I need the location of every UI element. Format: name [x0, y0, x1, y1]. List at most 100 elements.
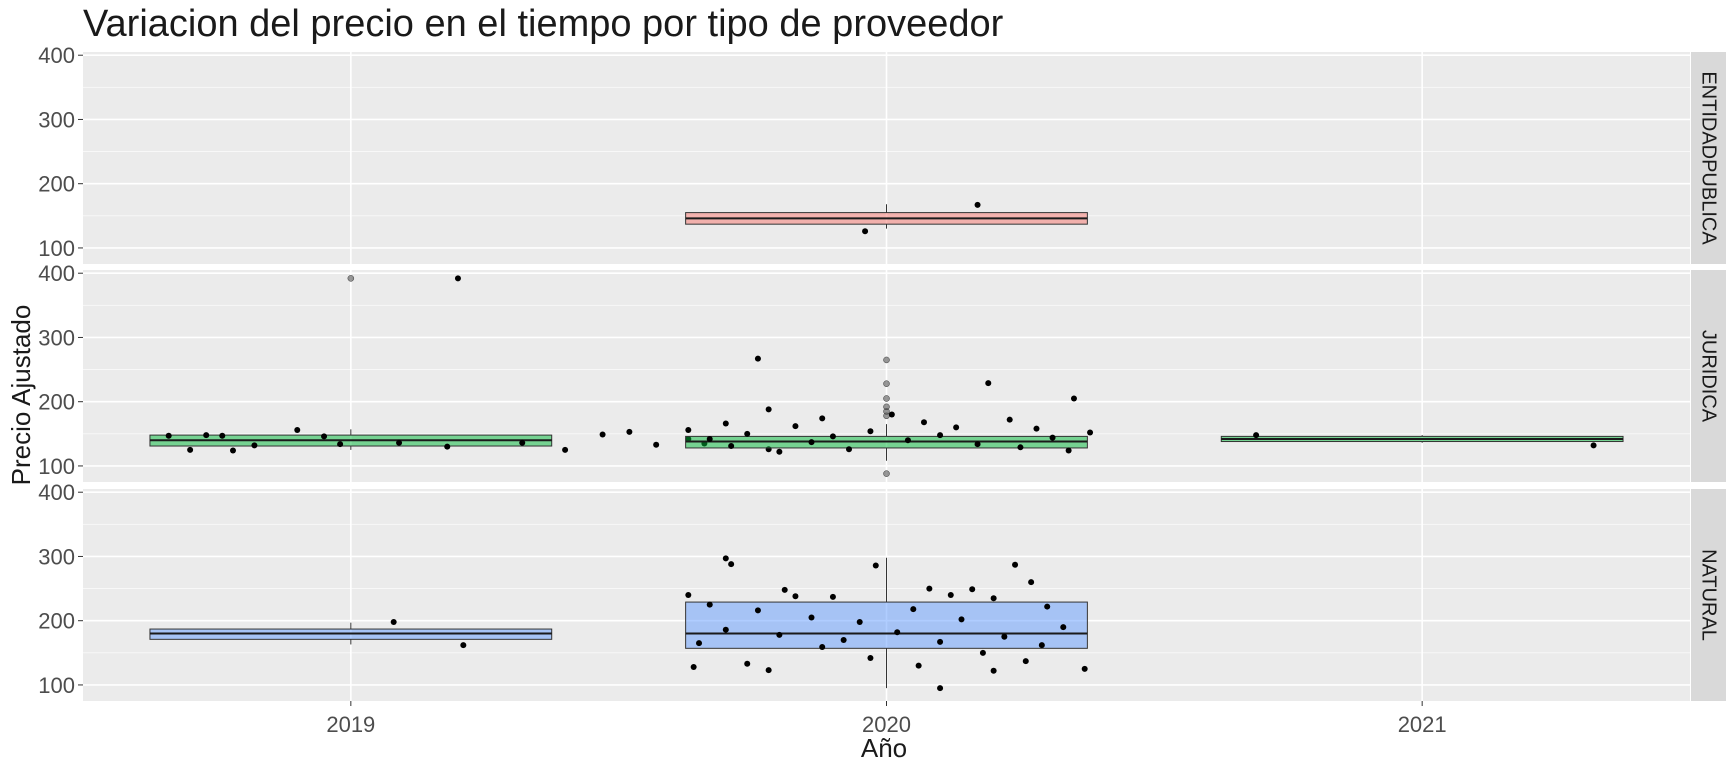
jitter-point	[722, 626, 729, 633]
jitter-point	[626, 428, 633, 435]
outlier-point	[883, 403, 890, 411]
jitter-point	[862, 228, 869, 235]
jitter-point	[819, 644, 826, 651]
jitter-point	[1087, 429, 1094, 436]
y-tick-label: 100	[38, 236, 75, 261]
jitter-point	[294, 426, 301, 433]
jitter-point	[337, 441, 344, 448]
jitter-point	[1017, 444, 1024, 451]
jitter-point	[926, 585, 933, 592]
jitter-point	[776, 448, 783, 455]
jitter-point	[599, 431, 606, 438]
y-tick-label: 400	[38, 43, 75, 68]
jitter-point	[765, 406, 772, 413]
facet-panels: 100 200 300 400 ENTIDADPUBLICA 100 200 300 400 JU…	[38, 43, 1726, 701]
jitter-point	[792, 593, 799, 600]
facet-panel-entidadpublica: 100 200 300 400 ENTIDADPUBLICA	[38, 43, 1726, 264]
jitter-point	[187, 446, 194, 453]
facet-strip-label: JURIDICA	[1698, 330, 1720, 423]
jitter-point	[444, 443, 451, 450]
jitter-point	[1060, 624, 1067, 631]
jitter-point	[696, 640, 703, 647]
jitter-point	[1012, 561, 1019, 568]
y-tick-label: 100	[38, 454, 75, 479]
jitter-point	[396, 439, 403, 446]
jitter-point	[1253, 432, 1260, 439]
jitter-point	[1022, 658, 1029, 665]
jitter-point	[819, 415, 826, 422]
box-natural-2019	[149, 618, 553, 649]
jitter-point	[985, 380, 992, 387]
jitter-point	[728, 443, 735, 450]
jitter-point	[519, 439, 526, 446]
y-tick-label: 200	[38, 390, 75, 415]
jitter-point	[969, 586, 976, 593]
box-natural-2020	[685, 555, 1088, 692]
jitter-point	[454, 275, 461, 282]
jitter-point	[706, 601, 713, 608]
jitter-point	[829, 593, 836, 600]
jitter-point	[1065, 447, 1072, 454]
y-tick-label: 100	[38, 673, 75, 698]
jitter-point	[915, 662, 922, 669]
jitter-point	[1038, 642, 1045, 649]
y-tick-label: 200	[38, 609, 75, 634]
jitter-point	[1001, 633, 1008, 640]
jitter-point	[165, 432, 172, 439]
jitter-point	[953, 424, 960, 431]
jitter-point	[744, 660, 751, 667]
facet-strip-label: NATURAL	[1698, 549, 1720, 641]
jitter-point	[974, 441, 981, 448]
jitter-point	[1590, 442, 1597, 449]
outlier-point	[883, 470, 890, 477]
y-tick-label: 300	[38, 325, 75, 350]
y-tick-label: 300	[38, 544, 75, 569]
facet-panel-juridica: 100 200 300 400 JURIDICA	[38, 261, 1726, 482]
jitter-point	[920, 419, 927, 426]
facet-strip	[1691, 489, 1726, 701]
jitter-point	[958, 616, 965, 623]
y-tick-label: 400	[38, 480, 75, 505]
jitter-point	[1006, 416, 1013, 423]
x-axis: 2019 2020 2021	[326, 701, 1447, 737]
jitter-point	[1033, 425, 1040, 432]
jitter-point	[754, 355, 761, 362]
y-tick-label: 200	[38, 172, 75, 197]
jitter-point	[990, 667, 997, 674]
jitter-point	[1044, 603, 1051, 610]
jitter-point	[251, 442, 258, 449]
jitter-point	[867, 654, 874, 661]
jitter-point	[979, 649, 986, 656]
y-tick-label: 300	[38, 107, 75, 132]
facet-strip	[1691, 52, 1726, 264]
box-juridica-2020	[685, 355, 1094, 477]
outlier-point	[347, 275, 355, 282]
jitter-point	[765, 667, 772, 674]
y-axis-label: Precio Ajustado	[6, 305, 36, 486]
jitter-point	[974, 201, 981, 208]
jitter-point	[722, 420, 729, 427]
jitter-point	[894, 629, 901, 636]
jitter-point	[781, 586, 788, 593]
jitter-point	[910, 606, 917, 613]
jitter-point	[754, 607, 761, 614]
jitter-point	[685, 426, 692, 433]
y-tick-label: 400	[38, 261, 75, 286]
jitter-point	[856, 618, 863, 625]
jitter-point	[1028, 579, 1035, 586]
jitter-point	[1081, 665, 1088, 672]
jitter-point	[776, 631, 783, 638]
jitter-point	[390, 618, 397, 625]
x-axis-label: Año	[861, 733, 907, 763]
chart-title: Variacion del precio en el tiempo por ti…	[83, 3, 1004, 45]
x-tick-label: 2020	[862, 712, 911, 737]
jitter-point	[653, 441, 660, 448]
facet-strip	[1691, 270, 1726, 482]
jitter-point	[690, 663, 697, 670]
jitter-point	[321, 433, 328, 440]
facet-panel-natural: 100 200 300 400 NATURAL	[38, 480, 1726, 701]
jitter-point	[829, 433, 836, 440]
jitter-point	[947, 592, 954, 598]
jitter-point	[685, 592, 692, 598]
